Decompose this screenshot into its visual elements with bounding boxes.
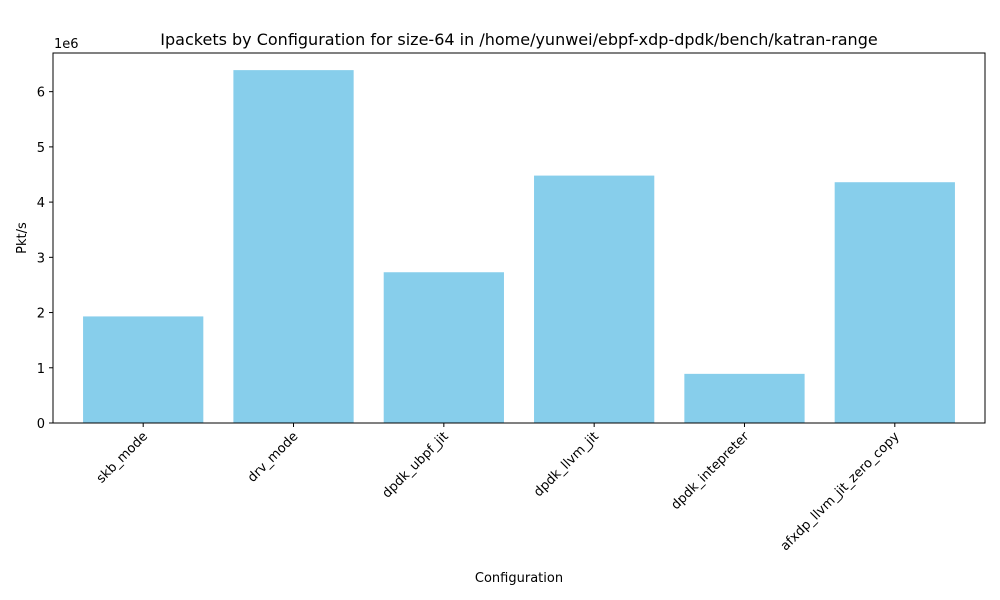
- y-tick-label-4: 4: [37, 196, 45, 211]
- bar-dpdk_llvm_jit: [534, 175, 655, 423]
- bar-drv_mode: [233, 70, 354, 424]
- x-tick-label-afxdp_llvm_jit_zero_copy: afxdp_llvm_jit_zero_copy: [778, 429, 903, 554]
- y-tick-label-5: 5: [37, 141, 45, 156]
- y-tick-label-3: 3: [37, 251, 45, 266]
- plot-frame: [52, 52, 986, 424]
- bar-afxdp_llvm_jit_zero_copy: [834, 182, 955, 423]
- bar-dpdk_intepreter: [684, 373, 805, 423]
- bars-layer: [83, 70, 955, 424]
- x-tick-label-dpdk_ubpf_jit: dpdk_ubpf_jit: [380, 429, 452, 501]
- y-tick-label-2: 2: [37, 307, 45, 322]
- x-tick-label-dpdk_llvm_jit: dpdk_llvm_jit: [531, 429, 602, 500]
- y-offset-label: 1e6: [54, 37, 79, 52]
- x-tick-label-dpdk_intepreter: dpdk_intepreter: [669, 429, 753, 513]
- y-tick-label-1: 1: [37, 362, 45, 377]
- chart-title: Ipackets by Configuration for size-64 in…: [160, 30, 877, 49]
- x-axis-label: Configuration: [475, 571, 563, 586]
- y-tick-label-0: 0: [37, 417, 45, 432]
- y-tick-label-6: 6: [37, 86, 45, 101]
- bar-dpdk_ubpf_jit: [383, 272, 504, 423]
- x-tick-label-skb_mode: skb_mode: [94, 429, 151, 486]
- y-axis-label: Pkt/s: [15, 222, 30, 254]
- x-tick-label-drv_mode: drv_mode: [245, 429, 301, 485]
- bar-skb_mode: [83, 316, 204, 423]
